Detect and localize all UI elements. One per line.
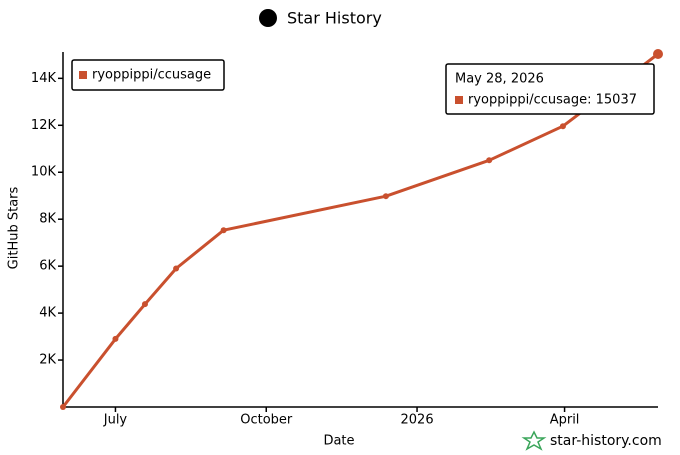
tooltip-box <box>445 63 655 115</box>
data-point <box>382 193 389 200</box>
tooltip-label: ryoppippi/ccusage: 15037 <box>468 93 637 108</box>
data-point <box>559 123 566 130</box>
x-tick-label: April <box>550 413 580 428</box>
logo <box>259 9 277 27</box>
chart-title: Star History <box>287 9 382 28</box>
x-tick-label: 2026 <box>401 413 434 428</box>
data-point <box>653 49 663 59</box>
data-point <box>486 157 493 164</box>
watermark: star-history.com <box>550 433 662 449</box>
y-tick-label: 2K <box>39 353 56 368</box>
y-tick-label: 8K <box>39 212 56 227</box>
y-tick-label: 10K <box>31 165 57 180</box>
x-tick-label: October <box>240 413 293 428</box>
y-tick-label: 4K <box>39 306 56 321</box>
legend-entry: ryoppippi/ccusage <box>92 68 211 83</box>
y-tick-label: 12K <box>31 118 57 133</box>
data-point <box>60 404 66 410</box>
watermark-icon <box>521 430 547 451</box>
legend-swatch <box>79 71 87 79</box>
data-point <box>141 301 148 308</box>
y-axis-label: GitHub Stars <box>7 186 22 269</box>
y-tick-label: 6K <box>39 259 56 274</box>
data-point <box>220 227 227 234</box>
y-tick-label: 14K <box>31 71 57 86</box>
tooltip-swatch <box>455 96 463 104</box>
legend-box <box>71 59 225 91</box>
tooltip-title: May 28, 2026 <box>455 72 544 87</box>
data-point <box>112 335 119 342</box>
x-tick-label: July <box>103 413 128 428</box>
x-axis-label: Date <box>323 434 354 449</box>
data-point <box>173 265 180 272</box>
